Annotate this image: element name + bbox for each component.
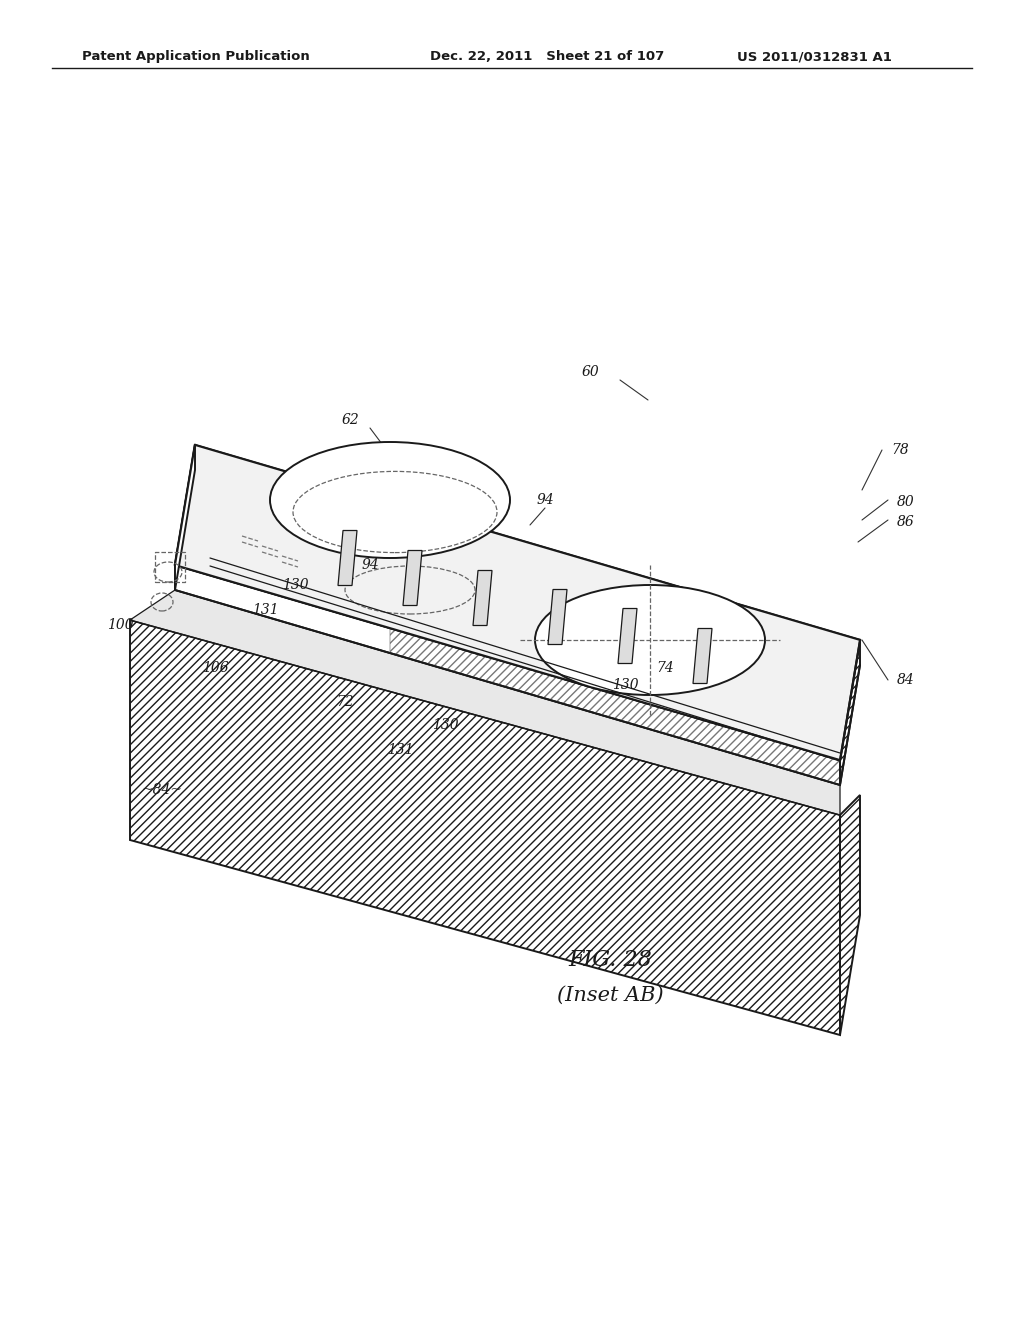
Text: 74: 74: [656, 661, 674, 675]
Text: 86: 86: [897, 515, 914, 529]
Polygon shape: [548, 590, 567, 644]
Text: 131: 131: [252, 603, 279, 616]
Text: 130: 130: [282, 578, 308, 591]
Polygon shape: [175, 565, 840, 785]
Text: Dec. 22, 2011   Sheet 21 of 107: Dec. 22, 2011 Sheet 21 of 107: [430, 50, 665, 63]
Text: 100: 100: [106, 618, 133, 632]
Polygon shape: [175, 445, 195, 590]
Ellipse shape: [270, 442, 510, 558]
Text: 106: 106: [202, 661, 228, 675]
Text: 60: 60: [582, 366, 599, 379]
Text: 94: 94: [537, 492, 554, 507]
Polygon shape: [338, 531, 357, 586]
Text: (Inset AB): (Inset AB): [557, 986, 664, 1005]
Text: FIG. 28: FIG. 28: [568, 949, 652, 972]
Text: US 2011/0312831 A1: US 2011/0312831 A1: [737, 50, 892, 63]
Text: 130: 130: [611, 678, 638, 692]
Polygon shape: [473, 570, 492, 626]
Text: 131: 131: [387, 743, 414, 756]
Text: 72: 72: [336, 696, 354, 709]
Ellipse shape: [535, 585, 765, 696]
Polygon shape: [693, 628, 712, 684]
Polygon shape: [403, 550, 422, 606]
Polygon shape: [130, 590, 840, 814]
Text: 80: 80: [897, 495, 914, 510]
Text: 84: 84: [897, 673, 914, 686]
Text: 130: 130: [432, 718, 459, 733]
Polygon shape: [175, 445, 860, 760]
Text: ~84~: ~84~: [141, 783, 182, 797]
Text: Patent Application Publication: Patent Application Publication: [82, 50, 309, 63]
Text: 62: 62: [341, 413, 358, 426]
Polygon shape: [618, 609, 637, 664]
Text: 94: 94: [361, 558, 379, 572]
Text: 78: 78: [891, 444, 909, 457]
